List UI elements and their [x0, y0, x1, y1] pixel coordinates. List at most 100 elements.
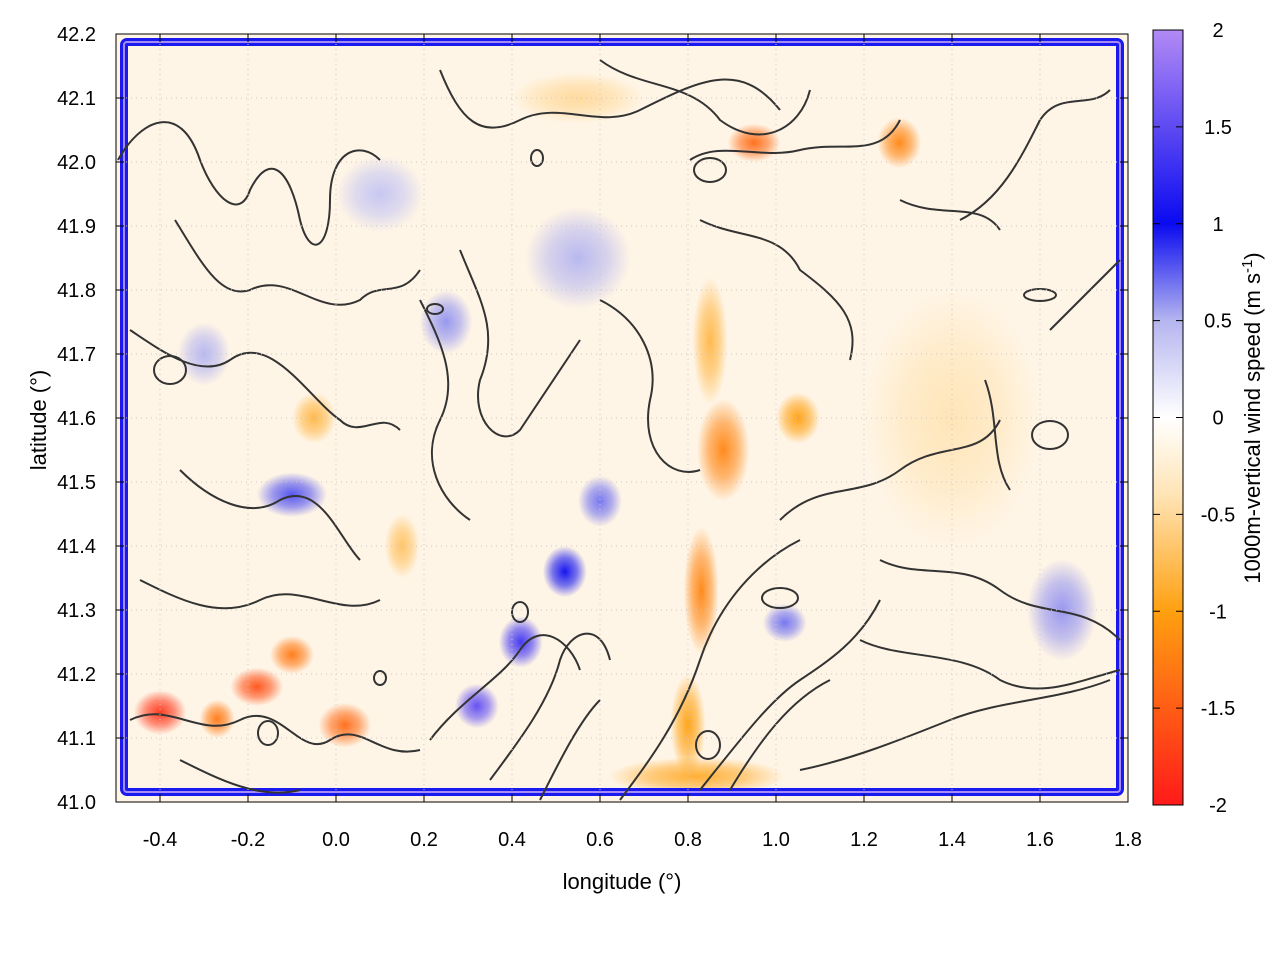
contour-line [439, 69, 781, 129]
contour-line [699, 599, 881, 791]
contour-line [959, 89, 1111, 221]
y-tick-label: 42.1 [57, 88, 96, 110]
x-tick-label: 0.4 [498, 829, 526, 851]
contour-line [619, 539, 801, 801]
contour-loop [153, 355, 187, 385]
colorbar-tick-label: -1 [1209, 601, 1227, 623]
field-feature [608, 757, 785, 796]
field-feature [292, 392, 336, 444]
contour-line [879, 559, 1121, 641]
colorbar-label: 1000m-vertical wind speed (m s-1) [1239, 252, 1265, 583]
colorbar-tick-label: -1.5 [1201, 698, 1235, 720]
contour-line [859, 639, 1121, 690]
colorbar-label-main: 1000m-vertical wind speed (m s [1240, 273, 1265, 584]
contour-line [539, 699, 601, 801]
field-feature [256, 472, 328, 518]
contour-line [179, 759, 301, 794]
contour-line [179, 469, 361, 561]
contour-line [984, 379, 1011, 491]
colorbar-tick-label: 0.5 [1204, 311, 1232, 333]
field-feature [683, 526, 719, 655]
contour-line [779, 419, 1001, 521]
colorbar-tick-label: -2 [1209, 795, 1227, 817]
x-tick-label: -0.2 [231, 829, 265, 851]
y-tick-label: 42.0 [57, 152, 96, 174]
colorbar-tick-label: 2 [1212, 20, 1223, 42]
x-axis-label: longitude (°) [563, 869, 682, 894]
contour-line [899, 199, 1001, 231]
colorbar-tick-label: 1.5 [1204, 117, 1232, 139]
contour-line [429, 634, 581, 741]
contour-line [599, 59, 811, 136]
contour-loop [761, 587, 799, 609]
colorbar-label-closing: ) [1240, 252, 1265, 259]
field-feature [877, 117, 922, 169]
x-tick-label: 1.8 [1114, 829, 1142, 851]
y-tick-label: 41.6 [57, 408, 96, 430]
field-feature [512, 72, 644, 124]
contour-line [689, 119, 901, 161]
colorbar: -2 -1.5 -1 -0.5 0 0.5 1 1.5 2 1000m-vertical win… [1152, 20, 1265, 817]
y-tick-label: 41.5 [57, 472, 96, 494]
x-tick-label: 0.8 [674, 829, 702, 851]
y-tick-label: 41.0 [57, 792, 96, 814]
contour-loop [426, 303, 444, 315]
x-axis: -0.4 -0.2 0.0 0.2 0.4 0.6 0.8 1.0 1.2 1.4 1.6 1.8 [143, 34, 1142, 851]
x-tick-label: 1.4 [938, 829, 966, 851]
contour-line [419, 299, 471, 521]
colorbar-ticks: -2 -1.5 -1 -0.5 0 0.5 1 1.5 2 [1153, 20, 1235, 817]
terrain-contours [117, 59, 1121, 801]
field-feature [318, 702, 372, 748]
field-feature [336, 155, 424, 233]
field-feature [133, 690, 187, 735]
contour-line [799, 679, 1111, 771]
field-feature [199, 699, 235, 738]
colorbar-tick-label: -0.5 [1201, 504, 1235, 526]
y-tick-label: 41.8 [57, 280, 96, 302]
y-axis: 41.0 41.1 41.2 41.3 41.4 41.5 41.6 41.7 41.8 41.9… [57, 24, 1128, 814]
x-tick-label: 1.2 [850, 829, 878, 851]
colorbar-label-superscript: -1 [1239, 260, 1256, 273]
contour-loop [1031, 420, 1069, 450]
x-tick-label: 1.6 [1026, 829, 1054, 851]
contour-line [117, 121, 381, 246]
x-tick-label: 0.2 [410, 829, 438, 851]
contour-line [139, 579, 381, 610]
x-tick-label: -0.4 [143, 829, 177, 851]
field-feature [498, 616, 543, 668]
contour-line [129, 713, 421, 753]
contour-loop [257, 720, 279, 746]
y-tick-label: 41.4 [57, 536, 96, 558]
field-feature [230, 667, 284, 706]
contour-line [459, 249, 581, 438]
colorbar-tick-label: 1 [1212, 214, 1223, 236]
field-feature [419, 290, 473, 354]
contour-line [129, 329, 401, 431]
y-tick-label: 41.1 [57, 728, 96, 750]
y-tick-label: 41.2 [57, 664, 96, 686]
field-feature [696, 398, 750, 502]
y-tick-label: 41.3 [57, 600, 96, 622]
contour-line [599, 299, 701, 473]
colorbar-tick-label: 0 [1212, 408, 1223, 430]
contour-line [1049, 259, 1121, 331]
field-feature [762, 603, 807, 642]
contour-loop [373, 670, 387, 686]
field-feature [525, 206, 631, 310]
contour-line [489, 632, 611, 781]
y-tick-label: 41.7 [57, 344, 96, 366]
field-feature [578, 475, 622, 527]
x-tick-label: 0.6 [586, 829, 614, 851]
contour-line [699, 219, 854, 361]
contour-loop [693, 157, 727, 183]
contour-loop [695, 730, 721, 760]
field-feature [542, 546, 587, 598]
y-tick-label: 42.2 [57, 24, 96, 46]
field-feature [692, 277, 728, 406]
x-tick-label: 1.0 [762, 829, 790, 851]
domain-boundary [120, 38, 1124, 796]
x-tick-label: 0.0 [322, 829, 350, 851]
y-tick-label: 41.9 [57, 216, 96, 238]
contour-line [174, 219, 421, 306]
